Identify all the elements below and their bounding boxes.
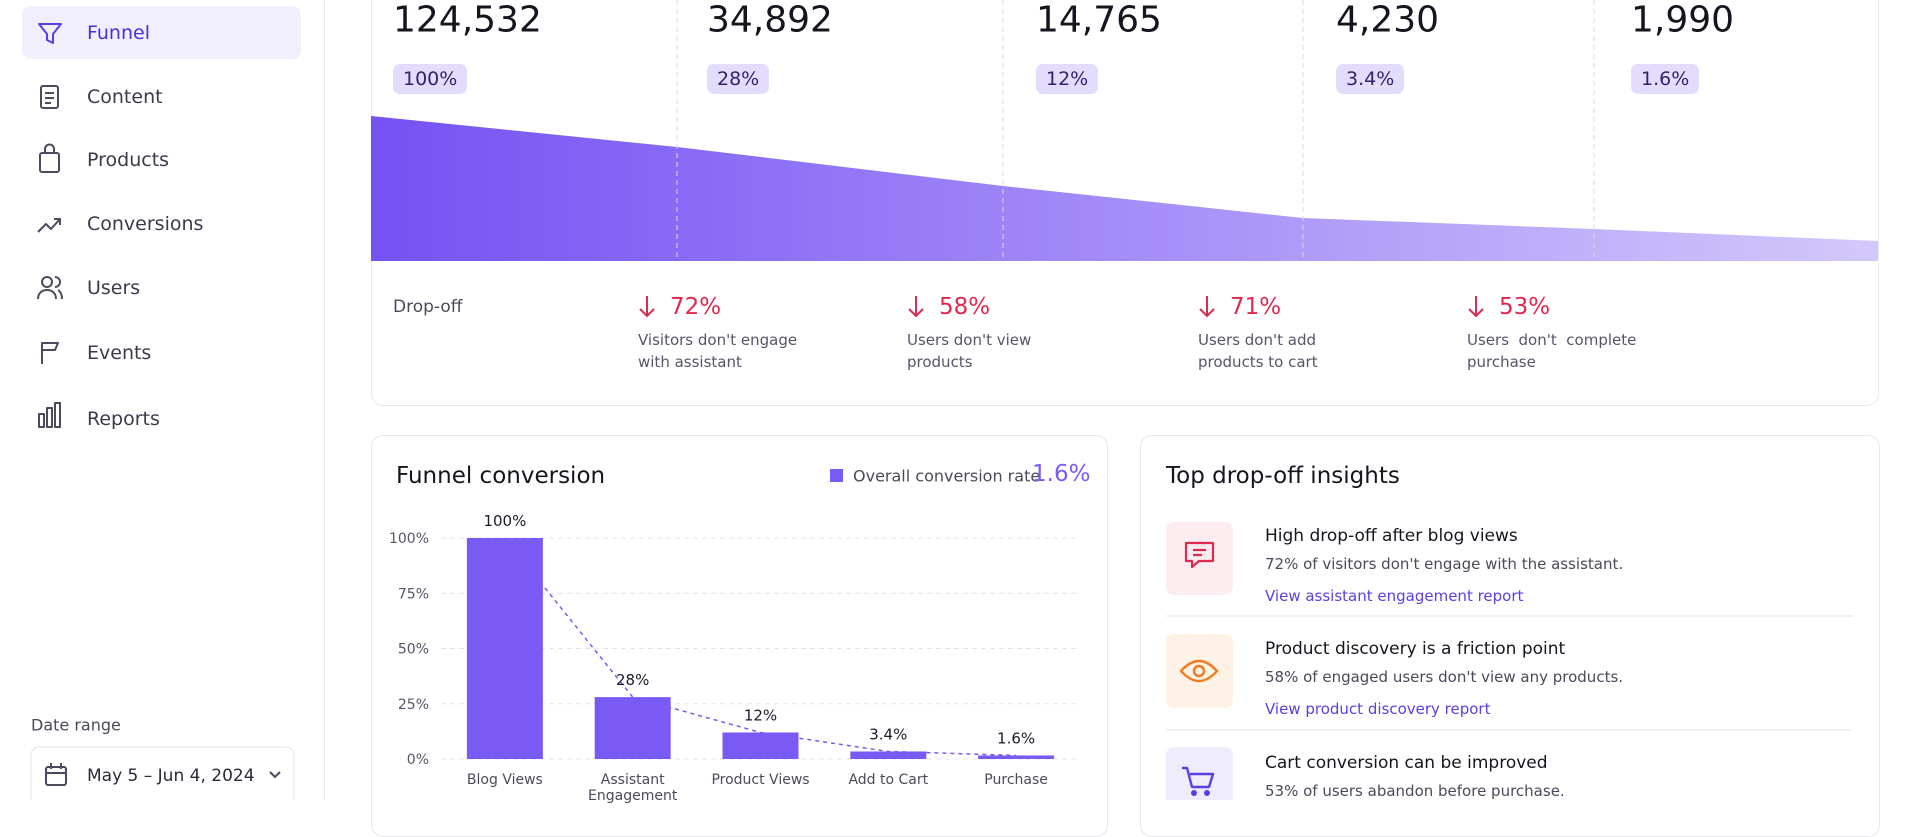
dropoff-rate: 58% bbox=[939, 294, 991, 320]
value-label: 3.4% bbox=[869, 725, 907, 743]
stage-share: 28% bbox=[707, 64, 770, 94]
insights-card bbox=[1140, 435, 1880, 837]
y-tick-label: 50% bbox=[398, 642, 429, 658]
dropoff-rate: 71% bbox=[1230, 294, 1282, 320]
nav-item[interactable]: Funnel bbox=[87, 22, 150, 44]
page: 0%25%50%75%100%100%28%12%3.4%1.6% (() =>… bbox=[0, 0, 1880, 837]
insight-link[interactable]: View assistant engagement report bbox=[1265, 587, 1524, 605]
x-tick-label: Assistant Engagement bbox=[588, 772, 678, 804]
date-icons bbox=[45, 763, 281, 786]
graphics: 0% 25% 50% 75% 100% 100% 28% 12% 3.4% 1.6% bbox=[22, 0, 1878, 800]
dropoff-rate: 53% bbox=[1499, 294, 1551, 320]
stage-count: 34,892 bbox=[707, 0, 833, 41]
dropoff-text: purchase bbox=[1467, 353, 1536, 371]
dropoff-text: Users don't add bbox=[1198, 331, 1316, 349]
value-label: 100% bbox=[483, 512, 526, 530]
stage-share: 100% bbox=[393, 64, 468, 94]
x-tick-label: Add to Cart bbox=[848, 772, 929, 788]
value-label: 12% bbox=[744, 706, 777, 724]
legend-label: Overall conversion rate bbox=[853, 466, 1041, 486]
dropoff-text: products to cart bbox=[1198, 353, 1318, 371]
dropoff-label: Drop-off bbox=[393, 297, 463, 317]
dropoff-text: with assistant bbox=[638, 353, 742, 371]
stage-count: 14,765 bbox=[1036, 0, 1162, 41]
stage-share: 3.4% bbox=[1336, 64, 1405, 94]
chart-title: Funnel conversion bbox=[396, 463, 606, 489]
insight-text: 58% of engaged users don't view any prod… bbox=[1265, 668, 1624, 686]
x-tick-label: Purchase bbox=[984, 772, 1048, 788]
bar bbox=[850, 751, 927, 759]
insight-title: High drop-off after blog views bbox=[1265, 526, 1518, 546]
insight-text: 72% of visitors don't engage with the as… bbox=[1265, 555, 1624, 573]
nav-item[interactable]: Content bbox=[87, 86, 163, 108]
dropoff-text: Users don't complete bbox=[1467, 331, 1637, 349]
dropoff-text: Users don't view bbox=[907, 331, 1032, 349]
stage-dividers bbox=[676, 0, 1595, 261]
nav-icons bbox=[37, 23, 63, 428]
date-range-label: Date range bbox=[31, 715, 121, 735]
down-arrow bbox=[908, 296, 924, 318]
nav-item[interactable]: Conversions bbox=[87, 213, 204, 235]
stage-share: 1.6% bbox=[1631, 64, 1700, 94]
y-tick-label: 25% bbox=[398, 697, 429, 713]
y-tick-label: 75% bbox=[398, 586, 429, 602]
value-label: 1.6% bbox=[997, 729, 1035, 747]
nav-item[interactable]: Reports bbox=[87, 408, 160, 430]
insights-title: Top drop-off insights bbox=[1166, 463, 1400, 489]
y-tick-label: 0% bbox=[407, 752, 429, 768]
overall-value: 1.6% bbox=[1032, 461, 1091, 487]
insight-icons bbox=[1166, 522, 1233, 800]
stage-count: 4,230 bbox=[1336, 0, 1440, 41]
bar bbox=[722, 732, 799, 759]
nav-item[interactable]: Products bbox=[87, 149, 170, 171]
stage-count: 124,532 bbox=[393, 0, 542, 41]
stage-count: 1,990 bbox=[1631, 0, 1735, 41]
stage-share: 12% bbox=[1036, 64, 1099, 94]
dropoff-rate: 72% bbox=[670, 294, 722, 320]
bar bbox=[466, 538, 543, 759]
x-tick-label: Blog Views bbox=[466, 772, 543, 788]
date-box bbox=[30, 746, 295, 800]
funnel-shape bbox=[371, 116, 1878, 261]
insight-text: 53% of users abandon before purchase. bbox=[1265, 782, 1565, 800]
x-tick-label: Product Views bbox=[711, 772, 810, 788]
down-arrow bbox=[639, 296, 655, 318]
nav-item[interactable]: Events bbox=[87, 342, 152, 364]
value-label: 28% bbox=[616, 671, 649, 689]
nav-item[interactable]: Users bbox=[87, 277, 141, 299]
down-arrow bbox=[1468, 296, 1484, 318]
bar bbox=[594, 697, 671, 759]
date-range[interactable]: May 5 – Jun 4, 2024 bbox=[87, 766, 255, 786]
insight-link[interactable]: View product discovery report bbox=[1265, 700, 1491, 718]
legend-swatch bbox=[830, 469, 843, 482]
down-arrow bbox=[1199, 296, 1215, 318]
y-tick-label: 100% bbox=[389, 531, 429, 547]
insight-title: Cart conversion can be improved bbox=[1265, 753, 1548, 773]
dropoff-text: products bbox=[907, 353, 973, 371]
sidebar bbox=[0, 0, 325, 800]
bar bbox=[978, 755, 1055, 759]
active-nav-bg bbox=[22, 6, 301, 59]
dropoff-text: Visitors don't engage bbox=[638, 331, 798, 349]
insight-title: Product discovery is a friction point bbox=[1265, 639, 1566, 659]
